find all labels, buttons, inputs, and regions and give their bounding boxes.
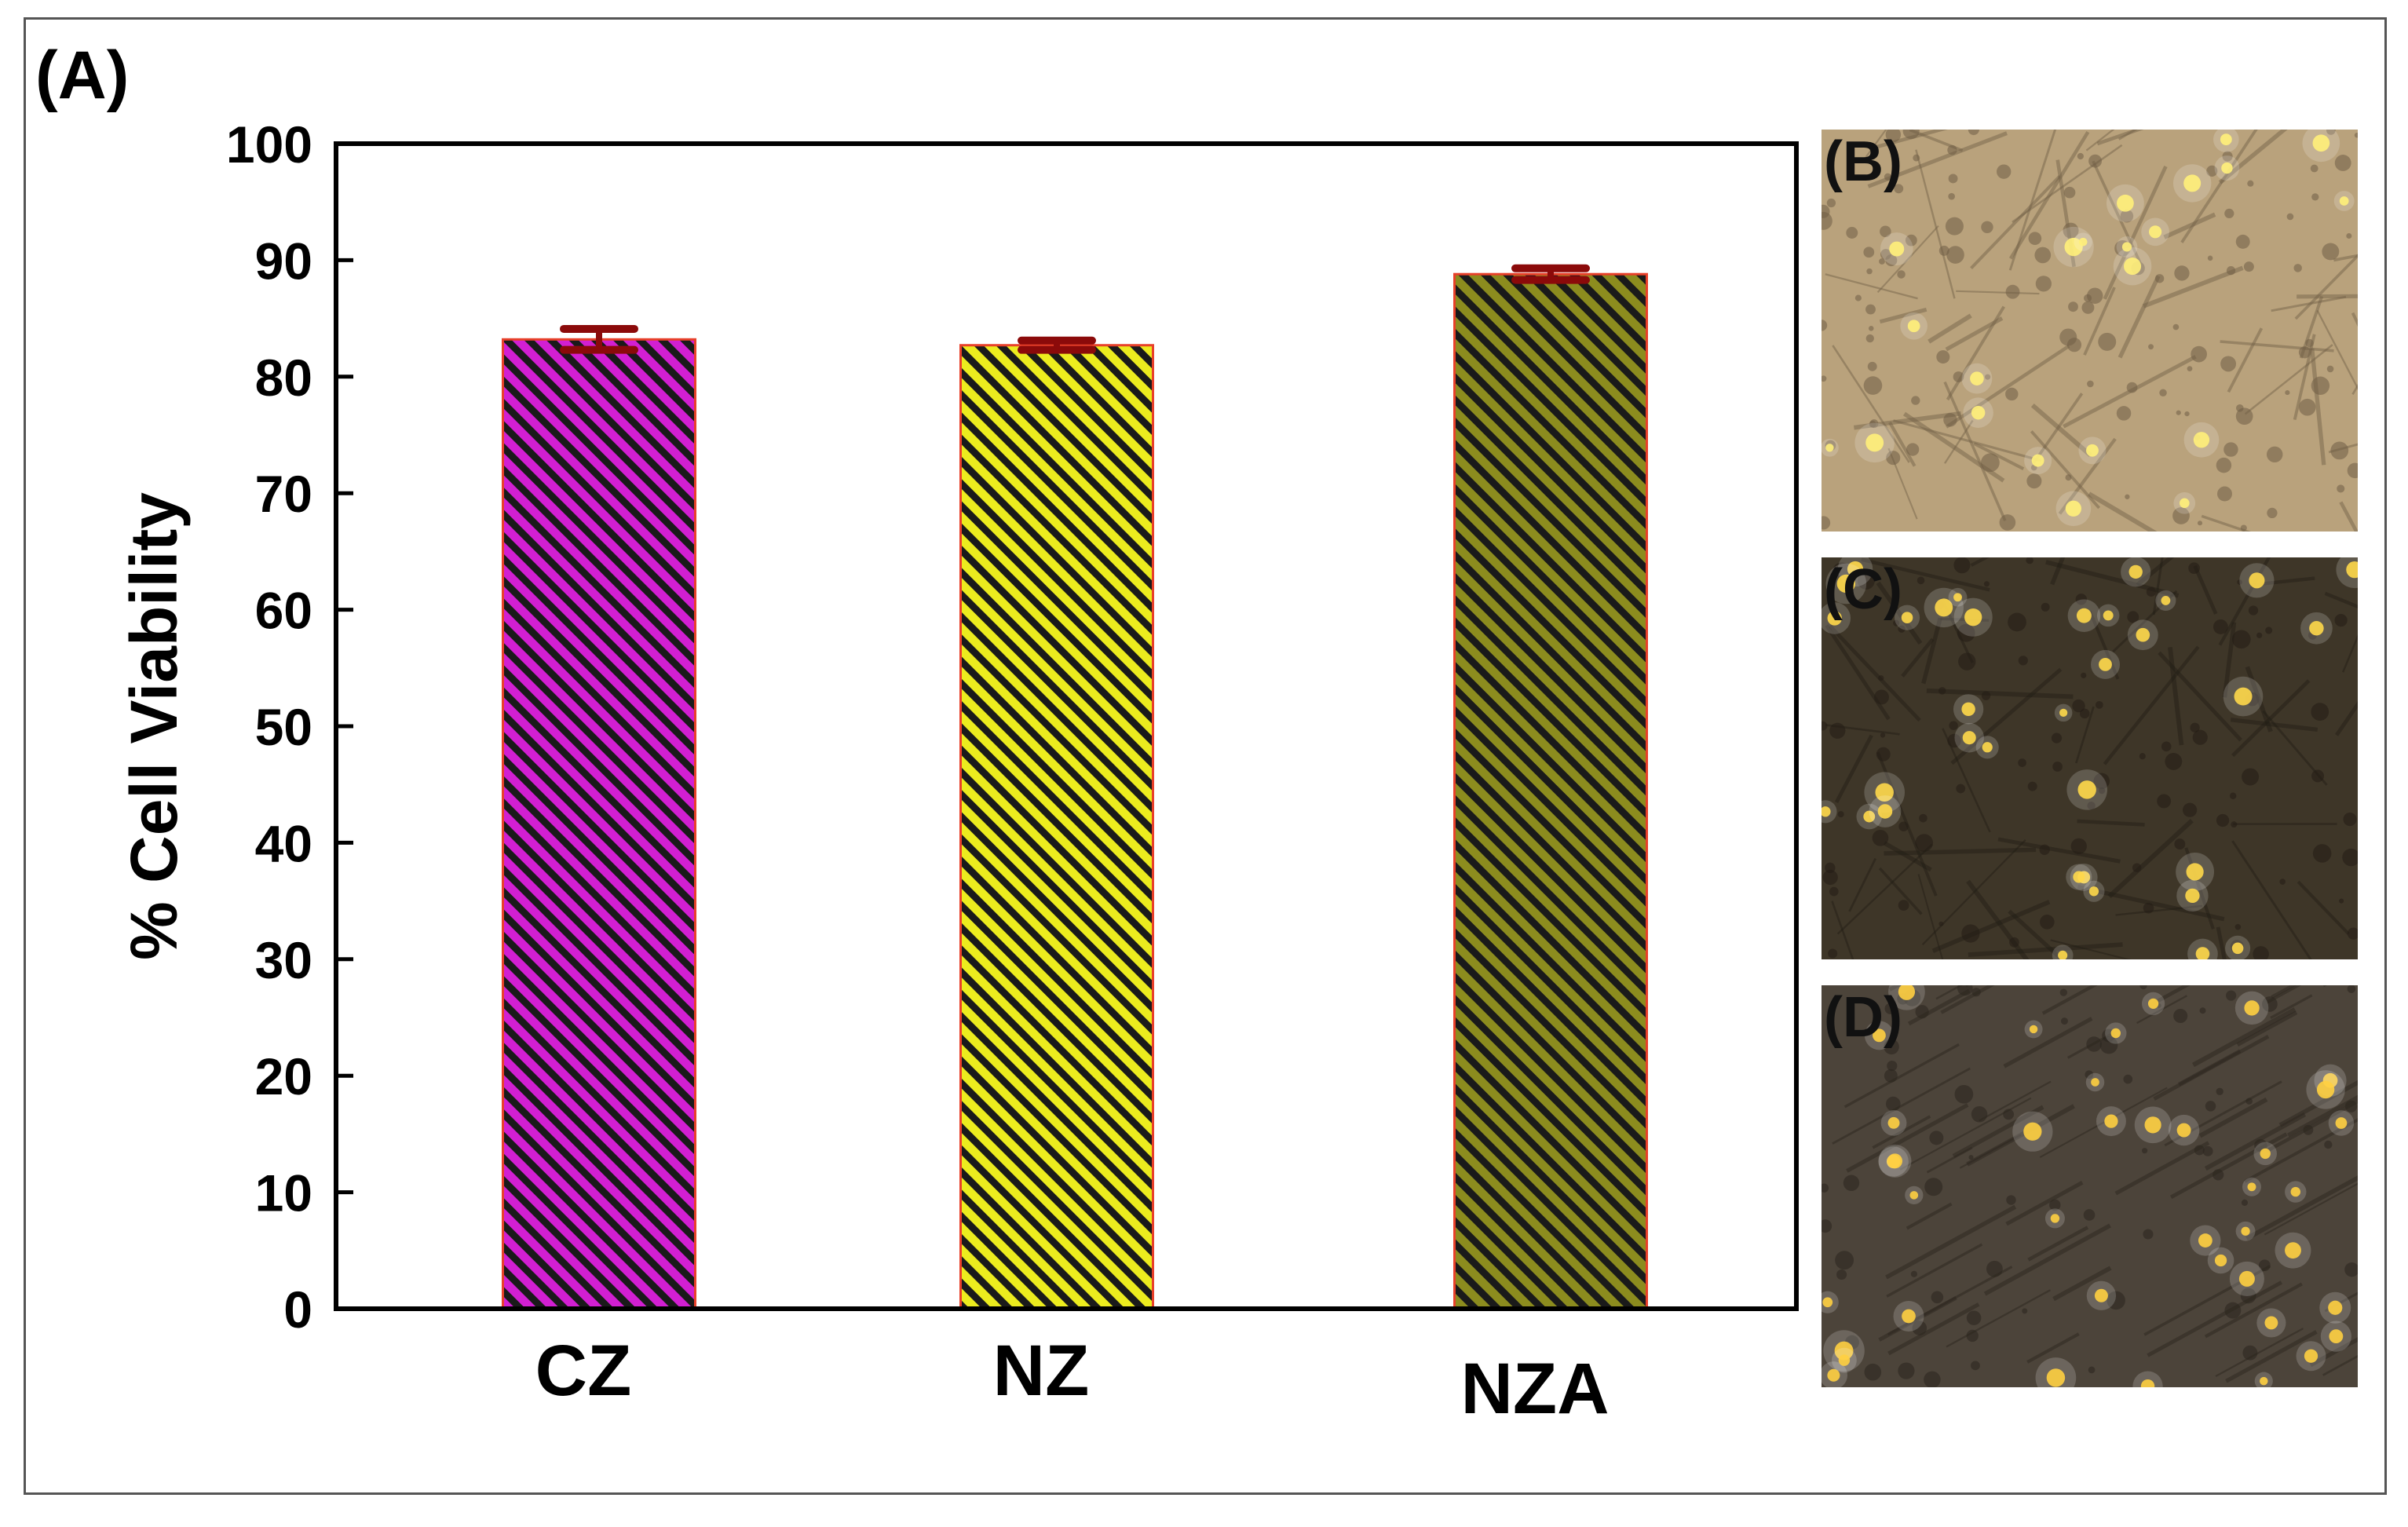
error-bar-nz [1018, 336, 1096, 354]
x-axis-ticks: CZ NZ NZA [535, 1331, 1610, 1429]
y-tick-label-90: 90 [255, 232, 312, 290]
panel-label-b: (B) [1824, 130, 1902, 193]
x-tick-label-cz: CZ [535, 1331, 632, 1411]
y-tick-label-10: 10 [255, 1164, 312, 1222]
y-tick-label-70: 70 [255, 465, 312, 523]
figure-frame: (A) 0 10 20 30 40 50 60 70 80 90 100 CZ NZ NZA % Cel… [24, 17, 2387, 1495]
y-tick-label-30: 30 [255, 931, 312, 989]
micrograph-image-b [1822, 130, 2358, 532]
micrograph-panel-c: (C) [1822, 557, 2358, 959]
x-tick-label-nza: NZA [1460, 1349, 1609, 1429]
micrograph-image-d [1822, 985, 2358, 1387]
bar-nz [959, 344, 1154, 1310]
y-tick-label-50: 50 [255, 698, 312, 756]
error-bar-nza [1511, 264, 1590, 284]
error-bars-layer [560, 264, 1590, 354]
error-bar-cz [560, 324, 638, 354]
y-tick-label-20: 20 [255, 1047, 312, 1105]
y-axis-label: % Cell Viability [117, 492, 191, 960]
bar-chart: 0 10 20 30 40 50 60 70 80 90 100 CZ NZ NZA % Cell Vi… [117, 115, 1799, 1429]
y-tick-label-100: 100 [226, 115, 312, 174]
y-axis-ticks: 0 10 20 30 40 50 60 70 80 90 100 [226, 115, 353, 1339]
y-tick-label-40: 40 [255, 814, 312, 872]
micrograph-panel-b: (B) [1822, 130, 2358, 532]
y-tick-label-0: 0 [283, 1280, 312, 1339]
panel-label-c: (C) [1824, 558, 1902, 621]
panel-label-d: (D) [1824, 986, 1902, 1049]
micrograph-image-c [1822, 557, 2358, 959]
bar-cz [502, 338, 696, 1310]
figure-canvas: (A) 0 10 20 30 40 50 60 70 80 90 100 CZ NZ NZA % Cel… [35, 38, 2358, 1429]
y-tick-label-80: 80 [255, 349, 312, 407]
panel-label-a: (A) [35, 38, 129, 113]
micrograph-panel-d: (D) [1822, 985, 2358, 1387]
y-tick-label-60: 60 [255, 582, 312, 640]
bar-nza [1453, 272, 1648, 1310]
bars-layer [502, 272, 1648, 1310]
x-tick-label-nz: NZ [993, 1331, 1090, 1411]
